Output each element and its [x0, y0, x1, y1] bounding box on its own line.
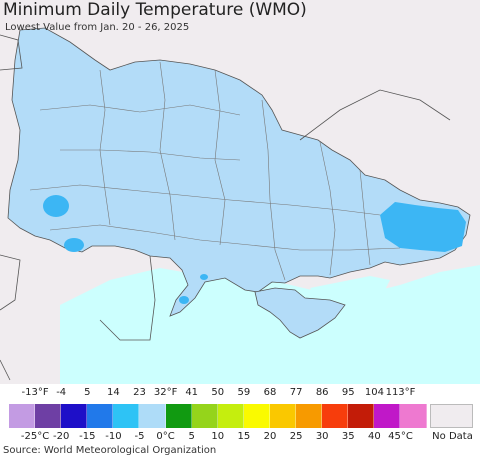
fahrenheit-tick-label: 50	[211, 387, 225, 398]
legend-swatch	[296, 404, 323, 428]
fahrenheit-tick-label: 23	[133, 387, 146, 398]
black-sea	[60, 265, 480, 384]
crimea	[254, 287, 346, 339]
fahrenheit-ticks: -13°F -4 5 14 23 32°F 41 50 59 68 77 86 95 104 113°F	[0, 384, 480, 398]
legend-swatch	[322, 404, 349, 428]
fahrenheit-tick-label: 113°F	[385, 387, 416, 398]
celsius-tick-label: 30	[315, 431, 329, 442]
celsius-tick-label: 35	[341, 431, 355, 442]
celsius-tick-label: -25°C	[20, 431, 50, 442]
source-credit: Source: World Meteorological Organizatio…	[3, 445, 217, 456]
fahrenheit-tick-label: 77	[289, 387, 303, 398]
legend-swatch	[400, 404, 427, 428]
legend-swatch	[269, 404, 297, 428]
fahrenheit-tick-label: -4	[56, 387, 67, 398]
legend-swatch	[9, 404, 36, 428]
fahrenheit-tick-label: 86	[315, 387, 329, 398]
legend-swatch	[35, 404, 62, 428]
fahrenheit-tick-label: 59	[237, 387, 251, 398]
fahrenheit-tick-label: 104	[364, 387, 384, 398]
legend-swatch	[348, 404, 375, 428]
legend-swatch	[165, 404, 192, 428]
celsius-tick-label: 0°C	[156, 431, 175, 442]
cold-patch-east	[380, 202, 466, 252]
color-scale	[9, 404, 427, 428]
legend-swatch	[243, 404, 270, 428]
legend-swatch	[113, 404, 140, 428]
legend: -13°F -4 5 14 23 32°F 41 50 59 68 77 86 95 104 113°F -…	[0, 384, 480, 444]
legend-swatch	[87, 404, 114, 428]
celsius-tick-label: 15	[237, 431, 251, 442]
cold-patch-odesa	[200, 274, 208, 280]
celsius-tick-label: 5	[188, 431, 195, 442]
legend-swatch	[374, 404, 401, 428]
celsius-tick-label: 20	[263, 431, 277, 442]
fahrenheit-tick-label: -13°F	[21, 387, 49, 398]
map-title: Minimum Daily Temperature (WMO)	[3, 0, 307, 20]
no-data-swatch	[430, 404, 473, 428]
celsius-tick-label: 45°C	[388, 431, 413, 442]
legend-swatch	[139, 404, 166, 428]
celsius-tick-label: -5	[134, 431, 145, 442]
fahrenheit-tick-label: 95	[341, 387, 355, 398]
legend-swatch	[61, 404, 88, 428]
temperature-map	[0, 0, 480, 384]
celsius-tick-label: -10	[105, 431, 122, 442]
sea-of-azov	[310, 276, 390, 298]
region-borders	[29, 61, 401, 281]
map-subtitle: Lowest Value from Jan. 20 - 26, 2025	[5, 22, 190, 33]
fahrenheit-tick-label: 14	[107, 387, 120, 398]
fahrenheit-tick-label: 32°F	[153, 387, 178, 398]
celsius-tick-label: -20	[53, 431, 70, 442]
celsius-tick-label: -15	[79, 431, 96, 442]
cold-patch-west	[43, 195, 69, 217]
cold-patch-southwest	[64, 238, 84, 252]
country-borders	[0, 34, 451, 381]
fahrenheit-tick-label: 5	[84, 387, 91, 398]
fahrenheit-tick-label: 68	[263, 387, 277, 398]
celsius-tick-label: 25	[289, 431, 303, 442]
celsius-tick-label: 10	[211, 431, 225, 442]
celsius-tick-label: 40	[368, 431, 381, 442]
celsius-ticks: -25°C -20 -15 -10 -5 0°C 5 10 15 20 25 30 35 40 45°C	[0, 428, 480, 444]
cold-patch-south	[179, 296, 189, 304]
legend-swatch	[217, 404, 244, 428]
no-data-label: No Data	[432, 431, 473, 442]
fahrenheit-tick-label: 41	[185, 387, 199, 398]
legend-swatch	[191, 404, 218, 428]
